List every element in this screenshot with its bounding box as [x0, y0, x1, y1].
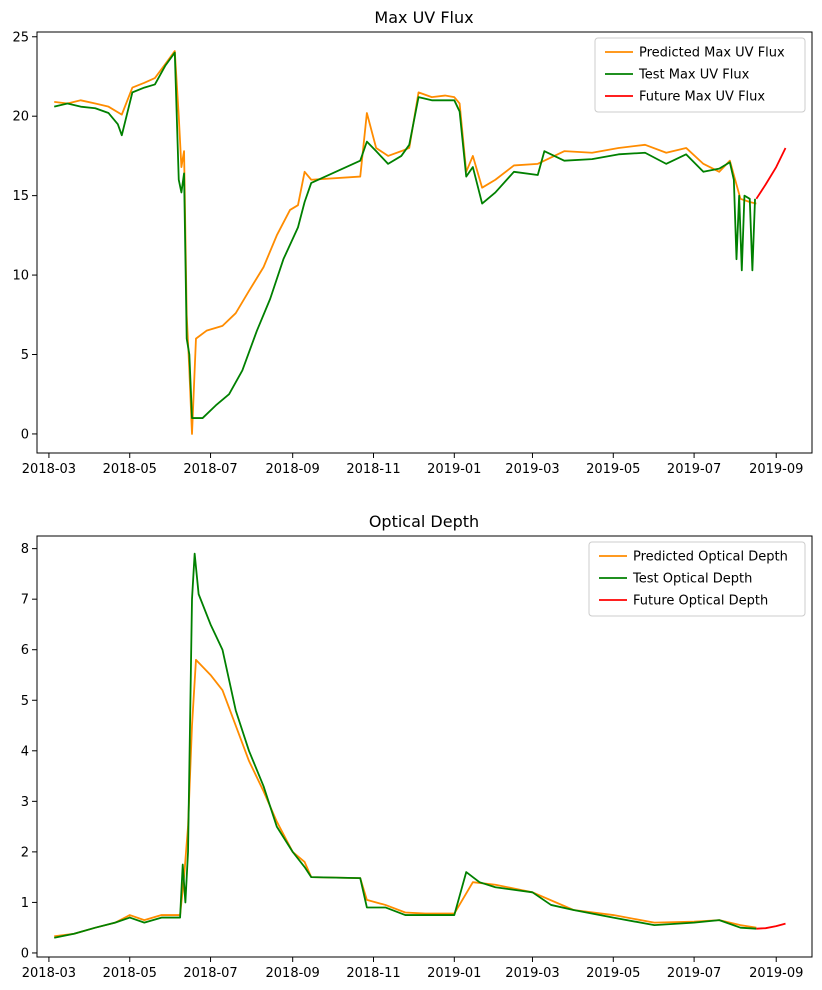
y-axis: 0 5 10 15 20 25 — [12, 30, 37, 442]
x-tick-label: 2018-03 — [22, 462, 76, 477]
y-axis: 0 1 2 3 4 5 6 7 8 — [21, 542, 37, 961]
legend-label: Predicted Optical Depth — [633, 550, 788, 565]
x-tick-label: 2019-03 — [505, 966, 559, 981]
series-line-predicted-max-uv-flux — [54, 50, 757, 435]
x-tick-label: 2019-05 — [586, 966, 640, 981]
chart-optical-depth: Optical Depth 2018-03 2018-05 2018-07 2018-… — [21, 512, 813, 981]
y-tick-label: 2 — [21, 845, 29, 860]
x-tick-label: 2019-09 — [749, 462, 803, 477]
chart-max-uv-flux: Max UV Flux 2018-03 2018-05 2018-07 2018-09… — [12, 8, 813, 477]
series-layer — [54, 50, 787, 435]
y-tick-label: 0 — [21, 946, 29, 961]
legend: Predicted Optical Depth Test Optical Dept… — [588, 541, 806, 617]
x-tick-label: 2018-05 — [103, 462, 157, 477]
y-tick-label: 3 — [21, 795, 29, 810]
plot-frame — [36, 535, 813, 958]
x-tick-label: 2019-05 — [586, 462, 640, 477]
legend-box — [588, 541, 806, 617]
series-line-future-optical-depth — [756, 922, 786, 930]
y-tick-label: 1 — [21, 896, 29, 911]
series-line-test-optical-depth — [54, 552, 757, 939]
y-tick-label: 6 — [21, 643, 29, 658]
x-tick-label: 2018-09 — [266, 966, 320, 981]
legend-label: Future Optical Depth — [633, 594, 768, 609]
series-line-future-max-uv-flux — [755, 147, 787, 200]
y-tick-label: 0 — [21, 427, 29, 442]
y-tick-label: 25 — [12, 30, 29, 45]
y-tick-label: 5 — [21, 694, 29, 709]
series-layer — [54, 552, 786, 939]
x-tick-label: 2019-07 — [667, 462, 721, 477]
series-line-test-max-uv-flux — [54, 51, 756, 419]
y-tick-label: 20 — [12, 110, 29, 125]
y-tick-label: 10 — [12, 269, 29, 284]
x-axis: 2018-03 2018-05 2018-07 2018-09 2018-11 2019-… — [22, 453, 803, 477]
legend-label: Test Optical Depth — [632, 572, 752, 587]
legend-box — [594, 37, 806, 113]
y-tick-label: 7 — [21, 593, 29, 608]
x-tick-label: 2018-07 — [183, 966, 237, 981]
x-tick-label: 2018-07 — [183, 462, 237, 477]
x-tick-label: 2019-01 — [427, 966, 481, 981]
legend-label: Future Max UV Flux — [639, 90, 765, 105]
chart-title: Optical Depth — [369, 512, 479, 531]
legend-label: Predicted Max UV Flux — [639, 46, 785, 61]
y-tick-label: 15 — [12, 189, 29, 204]
x-tick-label: 2019-09 — [749, 966, 803, 981]
legend-label: Test Max UV Flux — [638, 68, 750, 83]
x-tick-label: 2019-01 — [427, 462, 481, 477]
x-tick-label: 2018-11 — [346, 462, 400, 477]
x-tick-label: 2018-03 — [22, 966, 76, 981]
chart-title: Max UV Flux — [374, 8, 473, 27]
y-tick-label: 8 — [21, 542, 29, 557]
x-tick-label: 2019-03 — [505, 462, 559, 477]
x-tick-label: 2019-07 — [667, 966, 721, 981]
legend: Predicted Max UV Flux Test Max UV Flux Fut… — [594, 37, 806, 113]
x-tick-label: 2018-05 — [103, 966, 157, 981]
x-tick-label: 2018-11 — [346, 966, 400, 981]
x-axis: 2018-03 2018-05 2018-07 2018-09 2018-11 2019-… — [22, 957, 803, 981]
y-tick-label: 5 — [21, 348, 29, 363]
y-tick-label: 4 — [21, 744, 29, 759]
plot-frame — [36, 31, 813, 454]
x-tick-label: 2018-09 — [266, 462, 320, 477]
